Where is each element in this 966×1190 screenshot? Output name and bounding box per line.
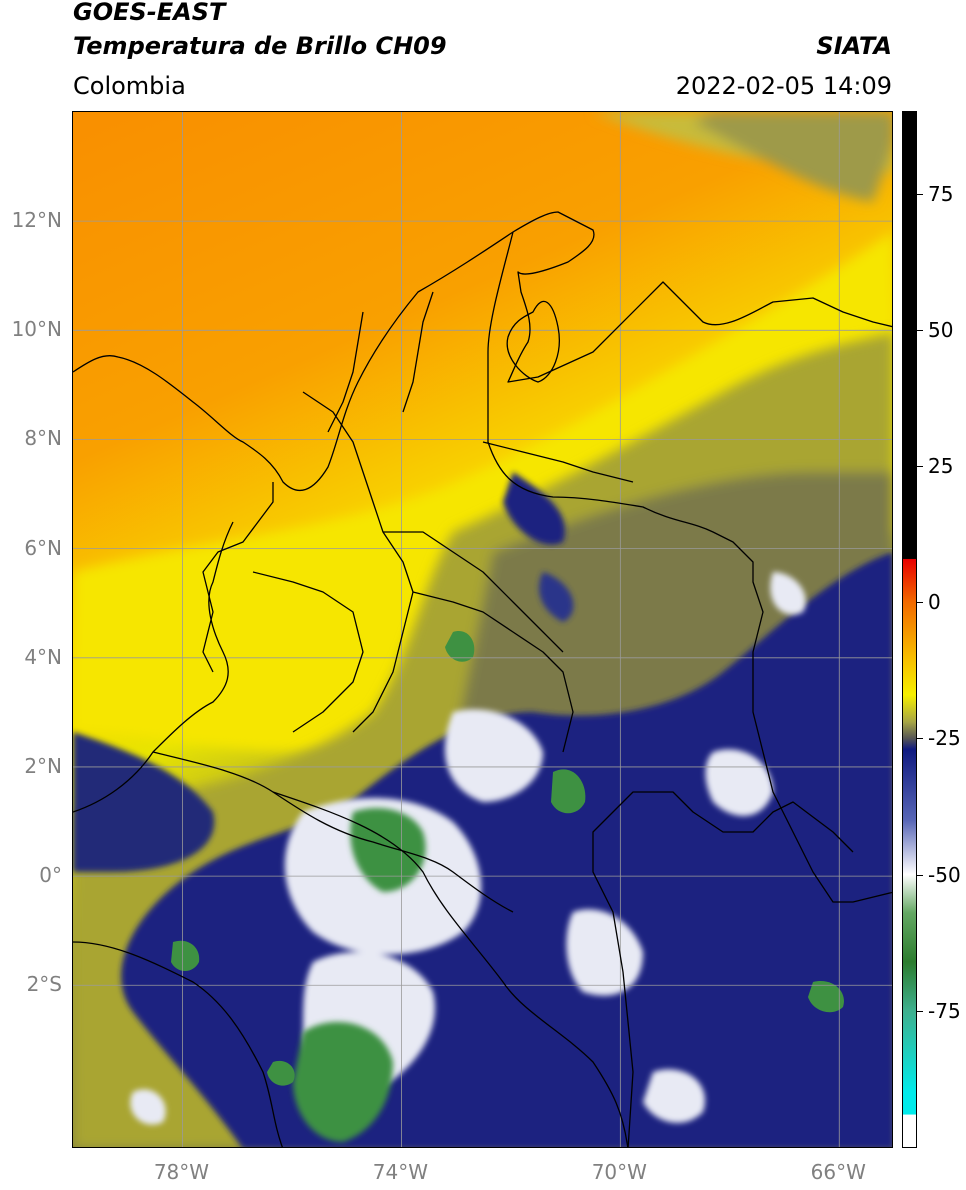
lat-tick-label: 0° [39, 863, 62, 888]
colorbar-tick [917, 193, 923, 195]
colombia-brazil-border [592, 791, 854, 1147]
brightness-temperature-map [73, 112, 892, 1147]
colombia-pacific-coast [73, 521, 234, 813]
country-borders [73, 211, 892, 1147]
lat-tick-label: 2°N [24, 753, 62, 778]
colorbar-tick [917, 602, 923, 604]
internal-dept-3 [252, 571, 364, 733]
colorbar-tick-label: -25 [928, 726, 961, 751]
colorbar-tick [917, 466, 923, 468]
cloud-layer-yellow [73, 112, 892, 752]
colombia-peru-border [272, 791, 629, 1147]
lat-tick-label: 2°S [26, 972, 62, 997]
colorbar-tick [917, 329, 923, 331]
lake-maracaibo [506, 300, 560, 383]
internal-dept-7 [327, 311, 364, 433]
region-label: Colombia [73, 72, 186, 100]
lat-tick-label: 6°N [24, 535, 62, 560]
lon-tick-label: 66°W [810, 1160, 866, 1184]
lat-tick-label: 8°N [24, 426, 62, 451]
datetime-label: 2022-02-05 14:09 [675, 72, 892, 100]
internal-dept-1 [302, 391, 414, 733]
colombia-internal-north [202, 482, 274, 673]
colorbar-tick-label: 0 [928, 590, 941, 615]
lon-tick-label: 70°W [591, 1160, 647, 1184]
colorbar-tick-label: 25 [928, 454, 954, 479]
lat-tick-label: 10°N [11, 317, 62, 342]
internal-dept-5 [482, 441, 634, 483]
gridlines [73, 112, 892, 1147]
colorbar-tick-label: -50 [928, 862, 961, 887]
caribbean-coastline [73, 211, 892, 491]
product-title: Temperatura de Brillo CH09 [73, 32, 447, 60]
peru-ecuador-border [73, 941, 284, 1147]
colorbar-tick [917, 1010, 923, 1012]
internal-dept-4 [412, 591, 574, 753]
satellite-title: GOES-EAST [73, 0, 226, 26]
lat-tick-label: 4°N [24, 644, 62, 669]
colorbar-tick-label: 50 [928, 317, 954, 342]
colorbar-tick-label: 75 [928, 181, 954, 206]
colombia-ecuador-border [152, 751, 514, 913]
organization-label: SIATA [816, 32, 892, 60]
colorbar-gradient [903, 112, 916, 1147]
colombia-venezuela-border [487, 231, 892, 903]
colorbar-tick [917, 874, 923, 876]
lon-tick-label: 74°W [372, 1160, 429, 1184]
lon-tick-label: 78°W [153, 1160, 210, 1184]
internal-dept-2 [383, 531, 564, 653]
colorbar-tick [917, 738, 923, 740]
map-panel[interactable] [72, 111, 893, 1148]
colorbar-tick-label: -75 [928, 998, 961, 1023]
lat-tick-label: 12°N [11, 208, 62, 233]
internal-dept-6 [402, 291, 434, 413]
colorbar [902, 111, 917, 1148]
